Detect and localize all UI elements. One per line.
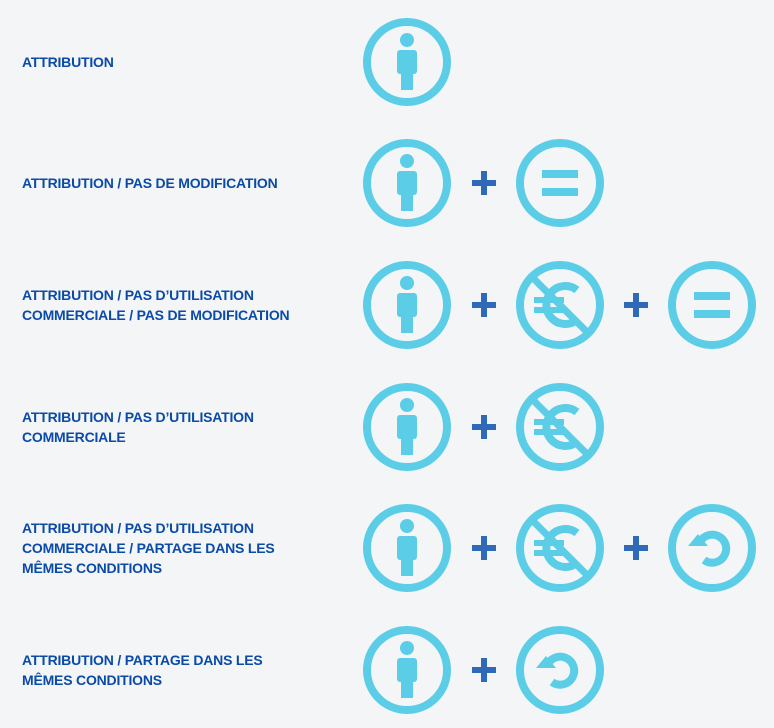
share-alike-icon [666,502,758,594]
license-label: ATTRIBUTION / PAS DE MODIFICATION [22,175,278,191]
plus-icon [472,536,496,560]
attribution-icon [361,624,453,716]
attribution-icon [361,259,453,351]
attribution-icon [361,137,453,229]
license-label: ATTRIBUTION [22,54,114,70]
plus-icon [624,536,648,560]
plus-icon [472,171,496,195]
attribution-icon [361,16,453,108]
license-row: ATTRIBUTION / PAS DE MODIFICATION [0,137,774,229]
license-row: ATTRIBUTION / PAS D’UTILISATION COMMERCI… [0,502,774,594]
plus-icon [472,293,496,317]
non-commercial-icon [514,502,606,594]
plus-icon [624,293,648,317]
license-row: ATTRIBUTION / PAS D’UTILISATION COMMERCI… [0,259,774,351]
license-row: ATTRIBUTION [0,16,774,108]
license-label: ATTRIBUTION / PAS D’UTILISATION COMMERCI… [22,520,275,576]
plus-icon [472,415,496,439]
attribution-icon [361,502,453,594]
plus-icon [472,658,496,682]
license-row: ATTRIBUTION / PARTAGE DANS LES MÊMES CON… [0,624,774,716]
license-row: ATTRIBUTION / PAS D’UTILISATION COMMERCI… [0,381,774,473]
non-commercial-icon [514,381,606,473]
attribution-icon [361,381,453,473]
license-label: ATTRIBUTION / PAS D’UTILISATION COMMERCI… [22,287,290,323]
license-label: ATTRIBUTION / PARTAGE DANS LES MÊMES CON… [22,652,263,688]
no-derivatives-icon [666,259,758,351]
non-commercial-icon [514,259,606,351]
share-alike-icon [514,624,606,716]
license-label: ATTRIBUTION / PAS D’UTILISATION COMMERCI… [22,409,254,445]
no-derivatives-icon [514,137,606,229]
